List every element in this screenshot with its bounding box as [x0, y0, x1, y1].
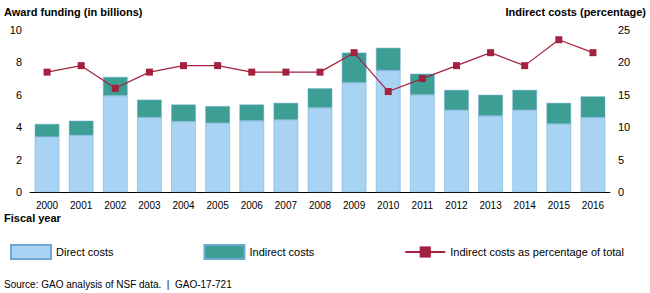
svg-text:2008: 2008	[309, 200, 332, 211]
svg-text:2002: 2002	[104, 200, 127, 211]
svg-text:2001: 2001	[70, 200, 93, 211]
svg-text:2011: 2011	[412, 200, 434, 211]
svg-text:25: 25	[618, 24, 630, 36]
svg-text:2014: 2014	[514, 200, 537, 211]
svg-text:Fiscal year: Fiscal year	[4, 212, 62, 224]
svg-text:2016: 2016	[582, 200, 605, 211]
svg-text:Direct costs: Direct costs	[56, 246, 114, 258]
svg-text:10: 10	[618, 121, 630, 133]
svg-text:Indirect costs (percentage): Indirect costs (percentage)	[505, 6, 646, 18]
svg-text:2013: 2013	[479, 200, 502, 211]
svg-text:20: 20	[618, 56, 630, 68]
svg-text:2007: 2007	[275, 200, 298, 211]
svg-text:15: 15	[618, 89, 630, 101]
svg-text:10: 10	[10, 24, 22, 36]
svg-text:8: 8	[16, 56, 22, 68]
svg-text:2009: 2009	[343, 200, 366, 211]
svg-text:2: 2	[16, 154, 22, 166]
svg-text:2004: 2004	[172, 200, 195, 211]
svg-text:2012: 2012	[445, 200, 468, 211]
svg-text:Indirect costs: Indirect costs	[249, 246, 314, 258]
svg-text:2006: 2006	[241, 200, 264, 211]
svg-text:2010: 2010	[377, 200, 400, 211]
svg-text:Source: GAO analysis of NSF da: Source: GAO analysis of NSF data. | GAO-…	[4, 279, 232, 290]
svg-text:2003: 2003	[138, 200, 161, 211]
svg-text:2000: 2000	[36, 200, 59, 211]
svg-text:2005: 2005	[207, 200, 230, 211]
svg-text:Award funding (in billions): Award funding (in billions)	[4, 6, 143, 18]
svg-text:0: 0	[618, 186, 624, 198]
svg-text:2015: 2015	[548, 200, 571, 211]
svg-text:0: 0	[16, 186, 22, 198]
svg-text:Indirect costs as percentage o: Indirect costs as percentage of total	[450, 246, 624, 258]
svg-text:4: 4	[16, 121, 22, 133]
svg-text:6: 6	[16, 89, 22, 101]
svg-text:5: 5	[618, 154, 624, 166]
